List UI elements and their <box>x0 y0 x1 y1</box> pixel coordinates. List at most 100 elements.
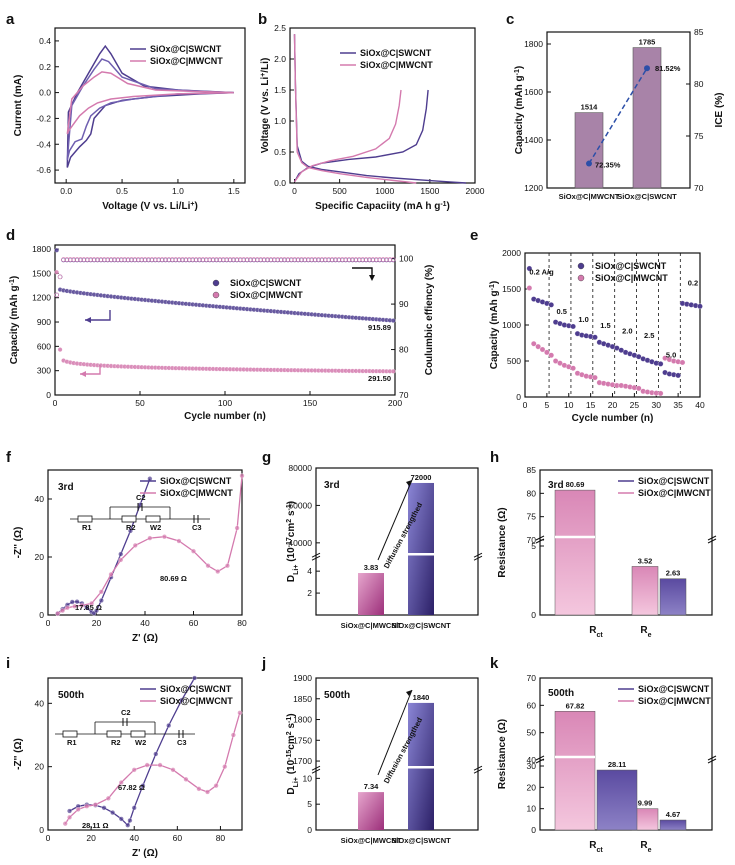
cycle-tag: 3rd <box>58 482 74 493</box>
y-tick-label: 1.5 <box>274 85 286 95</box>
ce-point <box>153 257 158 262</box>
panel-label-a: a <box>6 11 15 28</box>
ce-point <box>132 257 138 262</box>
y-tick-label: 60000 <box>288 500 312 510</box>
legend-entry: SiOx@C|MWCNT <box>230 290 303 300</box>
category-label: SiOx@C|MWCNT <box>559 192 620 201</box>
y-tick-label: 80 <box>399 345 409 355</box>
axis-break <box>473 765 483 771</box>
axis-break <box>707 535 717 541</box>
ce-point <box>57 274 63 280</box>
axis-break <box>535 755 545 761</box>
rate-point <box>675 372 681 379</box>
rate-point <box>592 334 598 340</box>
rate-point <box>526 265 533 272</box>
resistance-bar <box>554 711 596 831</box>
ce-point <box>115 257 121 262</box>
ce-point <box>231 257 236 262</box>
impedance-series <box>55 473 245 616</box>
y-tick-label: 50 <box>527 728 537 738</box>
arrow-head <box>80 371 86 377</box>
y-tick-label: 40 <box>527 755 537 765</box>
axis-arrow <box>80 365 101 375</box>
capacity-series <box>54 269 396 374</box>
ce-point <box>302 257 308 262</box>
equivalent-circuit: R1 C2 R2 W2 C3 <box>70 493 210 532</box>
y-tick-label: 40000 <box>288 538 312 548</box>
y-tick-label: 0 <box>46 390 51 400</box>
ce-point <box>180 257 185 262</box>
impedance-point <box>98 589 104 595</box>
capacity-bar <box>574 112 604 189</box>
rct-annotation: 67.82 Ω <box>118 783 145 792</box>
ce-point <box>105 257 110 262</box>
y-tick-label: 0.5 <box>274 147 286 157</box>
ce-point <box>146 257 151 262</box>
label-part: ) <box>286 713 297 716</box>
ce-point <box>275 257 281 262</box>
resistance-value: 4.67 <box>666 810 681 819</box>
y-tick-label: 1900 <box>293 673 312 683</box>
resistor-symbol <box>106 730 122 738</box>
y-axis-label: Voltage (V vs. Li+/Li) <box>260 58 272 154</box>
axis-break <box>535 758 545 764</box>
impedance-point <box>67 808 73 814</box>
label-part: -17 <box>286 537 293 547</box>
ce-point <box>363 257 369 262</box>
impedance-point <box>222 764 228 770</box>
cycle-tag: 3rd <box>324 480 340 491</box>
ce-point <box>241 257 246 262</box>
x-tick-label: 60 <box>189 618 199 628</box>
axis-arrow <box>352 267 373 278</box>
axis-arrow <box>85 310 111 321</box>
rate-label: 0.2 <box>688 278 698 287</box>
y-tick-label: -0.6 <box>36 165 51 175</box>
y-tick-label: 1.0 <box>274 116 286 126</box>
axis-break <box>707 758 717 764</box>
label-part: Capacity (mAh g <box>9 285 20 364</box>
y-tick-label: 4 <box>307 566 312 576</box>
y-tick-label: 80 <box>527 488 537 498</box>
impedance-point <box>239 473 245 479</box>
resistance-value: 80.69 <box>566 480 585 489</box>
y-axis-label: -Z'' (Ω) <box>13 527 24 559</box>
impedance-point <box>69 599 75 605</box>
x-tick-label: 25 <box>630 400 640 410</box>
plot-frame <box>54 27 246 184</box>
ce-point <box>343 257 349 262</box>
ce-point <box>336 257 342 262</box>
rate-point <box>544 349 550 356</box>
legend-entry: SiOx@C|SWCNT <box>638 476 710 486</box>
end-label: 915.89 <box>368 323 391 332</box>
cv-curve <box>66 71 234 135</box>
diffusion-value: 7.34 <box>364 782 379 791</box>
panel-label-k: k <box>490 655 499 672</box>
ce-point <box>329 257 335 262</box>
y-tick-label: 2.5 <box>274 23 286 33</box>
impedance-point <box>192 675 198 681</box>
impedance-point <box>176 538 182 544</box>
label-part: -1 <box>440 201 446 208</box>
ce-point <box>322 257 328 262</box>
ce-point <box>200 257 206 262</box>
x-tick-label: 0 <box>53 398 58 408</box>
x-tick-label: 0 <box>46 833 51 843</box>
x-tick-label: 100 <box>218 398 232 408</box>
impedance-point <box>183 776 189 782</box>
label-part: ct <box>597 847 604 854</box>
impedance-point <box>75 806 81 812</box>
y-tick-label: 0 <box>531 610 536 620</box>
impedance-point <box>215 569 221 574</box>
resistance-value: 2.63 <box>666 569 681 578</box>
y2-axis-label: ICE (%) <box>714 93 725 128</box>
y-tick-label: 0.0 <box>39 88 51 98</box>
label-part: (10 <box>286 759 297 777</box>
impedance-point <box>72 603 78 609</box>
trend-arrow <box>377 689 413 776</box>
y-axis-label: DLi+ (10-15cm2 s-1) <box>286 713 300 794</box>
diffusion-value: 1840 <box>413 693 430 702</box>
panel-label-c: c <box>506 11 514 28</box>
impedance-point <box>64 605 70 611</box>
ce-point <box>305 257 311 262</box>
y-tick-label: 40 <box>35 494 45 504</box>
